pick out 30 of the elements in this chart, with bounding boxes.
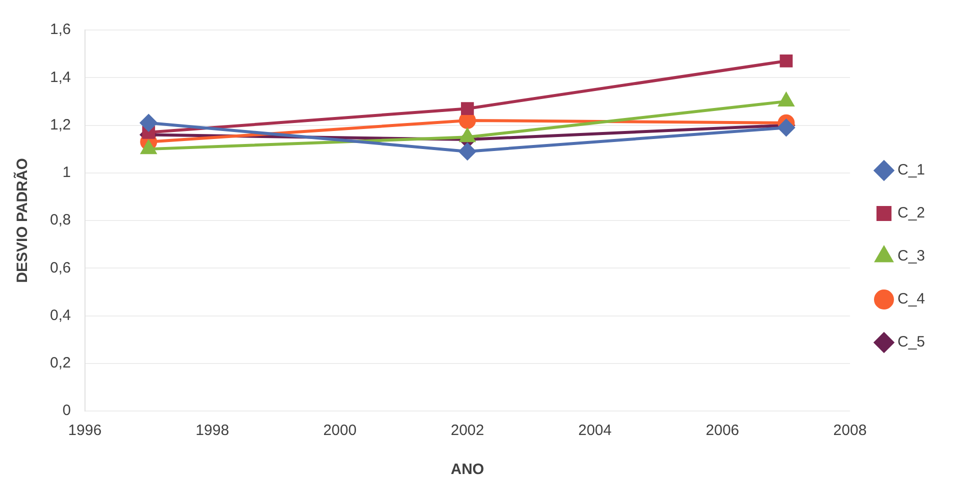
point: [460, 102, 474, 116]
y-axis-title: DESVIO PADRÃO: [13, 158, 32, 283]
y-tick-label: 0,6: [50, 259, 71, 276]
point: [780, 54, 793, 68]
y-tick-label: 1,4: [50, 68, 71, 86]
x-tick-label: 2006: [706, 422, 740, 440]
x-tick-label: 2004: [578, 422, 612, 440]
x-tick-label: 2008: [833, 422, 867, 440]
legend-label: C_1: [897, 162, 926, 179]
x-tick-label: 1998: [196, 422, 230, 440]
legend-label: C_4: [897, 290, 926, 308]
point: [778, 119, 795, 136]
point: [140, 114, 158, 132]
y-tick-label: 0,2: [50, 354, 71, 372]
point: [458, 142, 476, 160]
point: [141, 140, 156, 154]
y-tick-label: 1: [62, 164, 71, 182]
legend-label: C_3: [897, 248, 926, 265]
y-tick-label: 0,8: [50, 212, 71, 229]
point: [460, 128, 475, 142]
x-tick-label: 2000: [323, 422, 357, 440]
y-tick-label: 1,6: [50, 21, 71, 38]
x-axis-title: ANO: [450, 461, 484, 478]
x-tick-label: 1996: [68, 422, 102, 440]
legend-label: C_2: [897, 204, 926, 222]
y-tick-label: 0,4: [50, 306, 71, 324]
y-tick-label: 1,2: [50, 116, 71, 134]
x-tick-label: 2002: [450, 422, 484, 440]
y-tick-label: 0: [62, 402, 71, 420]
legend-label: C_5: [897, 334, 926, 351]
